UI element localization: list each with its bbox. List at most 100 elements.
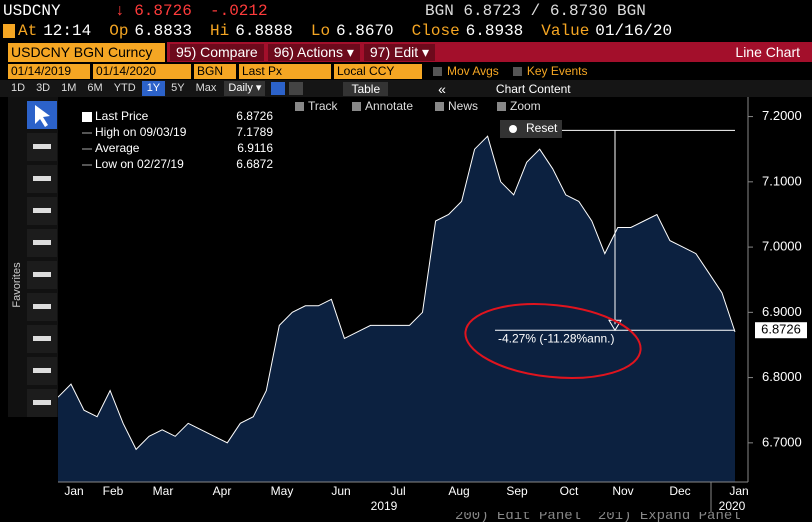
tool-glyph [33,368,51,373]
tool-icon [271,82,286,95]
x-tick-label: May [271,484,294,498]
legend-box [68,109,248,173]
view-name: Line Chart [735,44,800,60]
tool-icon [497,102,506,111]
ticker: USDCNY [3,1,61,20]
year-label: 2019 [371,499,398,513]
legend-label: Low on 02/27/19 [95,157,184,171]
x-tick-label: Mar [153,484,174,498]
favorites-label: Favorites [11,262,23,308]
chart-content[interactable]: Chart Content [495,81,571,96]
period-button[interactable]: 3D [36,82,51,94]
stat-label: Value [541,22,590,40]
toggle-label: Mov Avgs [447,64,499,78]
y-tick-label: 6.7000 [762,434,802,449]
period-button[interactable]: 5Y [171,82,185,94]
field[interactable]: Last Px [239,63,331,79]
year-label: 2020 [719,499,746,513]
frequency[interactable]: Daily ▾ [224,81,266,96]
cursor-icon [35,105,50,127]
x-tick-label: Sep [506,484,528,498]
period-button[interactable]: YTD [113,82,136,94]
x-tick-label: Apr [213,484,232,498]
chart-tool[interactable]: Track [308,99,339,113]
y-tick-label: 7.2000 [762,108,802,123]
price-area [58,136,735,482]
collapse-icon: « [438,80,446,97]
source[interactable]: BGN [194,63,236,79]
footer-text: 200) Edit Panel 201) Expand Panel [455,512,741,522]
period-button[interactable]: Max [195,82,217,94]
reset-label: Reset [526,121,558,135]
security-field[interactable]: USDCNY BGN Curncy [8,42,165,62]
legend-value: 6.8726 [236,109,273,123]
legend-label: Average [95,141,140,155]
x-tick-label: Oct [560,484,579,498]
checkbox[interactable] [512,67,522,76]
last-price: ↓ 6.8726 [115,1,192,20]
currency[interactable]: Local CCY [334,63,422,79]
stat-label: Op [109,22,129,40]
x-tick-label: Feb [103,484,124,498]
chart-tool[interactable]: Zoom [510,99,541,113]
reset-icon [509,125,517,133]
menu-button[interactable]: 95) Compare [170,43,264,61]
tool-glyph [33,240,51,245]
toggle-label: Key Events [526,64,588,78]
measure-label: -4.27% (-11.28%ann.) [498,331,615,345]
tool-icon [295,102,304,111]
red-circle [464,303,642,379]
toggles: Mov Avgs Key Events [425,64,588,78]
footer: 200) Edit Panel 201) Expand Panel [0,512,812,522]
checkbox[interactable] [433,67,442,76]
menu-bar: USDCNY BGN Curncy 95) Compare 96) Actions… [0,42,812,62]
stat-label: Hi [210,22,230,40]
stat-value: 6.8888 [235,22,293,40]
stat-label: At [18,22,38,40]
stat-label: Lo [310,22,331,40]
period-button[interactable]: 1D [11,82,26,94]
y-tick-label: 7.1000 [762,173,802,188]
table-button[interactable]: Table [343,81,389,96]
stat-value: 6.8938 [465,22,524,40]
stat-value: 01/16/20 [595,22,673,40]
alert-icon [3,24,15,38]
legend-value: 7.1789 [236,125,273,139]
stat-value: 6.8670 [336,22,394,40]
start-date[interactable]: 01/14/2019 [8,63,90,79]
legend-label: High on 09/03/19 [95,125,187,139]
y-tick-label: 7.0000 [762,239,802,254]
period-button[interactable]: 6M [87,82,103,94]
x-tick-label: Aug [448,484,469,498]
menu-button[interactable]: 97) Edit ▾ [363,43,436,61]
stat-value: 6.8833 [134,22,193,40]
legend-label: Last Price [95,109,149,123]
last-price-tag-text: 6.8726 [761,322,801,337]
change: -.0212 [210,1,268,20]
chart-tool[interactable]: Annotate [365,99,413,113]
period-bar: 1D 3D 1M 6M YTD 1Y 5Y Max Daily ▾ Table « Chart Con… [0,80,812,97]
stat-value: 12:14 [43,22,92,40]
legend-swatch [82,112,92,122]
tool-icon [352,102,361,111]
legend-value: 6.6872 [236,157,273,171]
x-tick-label: Jun [331,484,350,498]
y-tick-label: 6.9000 [762,304,802,319]
period-button[interactable]: 1M [61,82,77,94]
tool-glyph [33,144,51,149]
end-date[interactable]: 01/14/2020 [93,63,191,79]
reset-button[interactable] [500,120,562,138]
stats-bar: At 12:14 Op 6.8833 Hi 6.8888 Lo 6.8670 Close 6.89… [0,21,812,41]
settings-bar: 01/14/2019 01/14/2020 BGN Last Px Local … [0,63,812,79]
chart-tool[interactable]: News [448,99,478,113]
tool-glyph [33,304,51,309]
period-button[interactable]: 1Y [141,81,166,96]
tool-glyph [33,208,51,213]
bid-ask: BGN 6.8723 / 6.8730 BGN [425,1,646,20]
x-tick-label: Nov [612,484,633,498]
menu-button[interactable]: 96) Actions ▾ [267,43,360,61]
tool-icon [435,102,444,111]
x-tick-label: Jan [64,484,83,498]
